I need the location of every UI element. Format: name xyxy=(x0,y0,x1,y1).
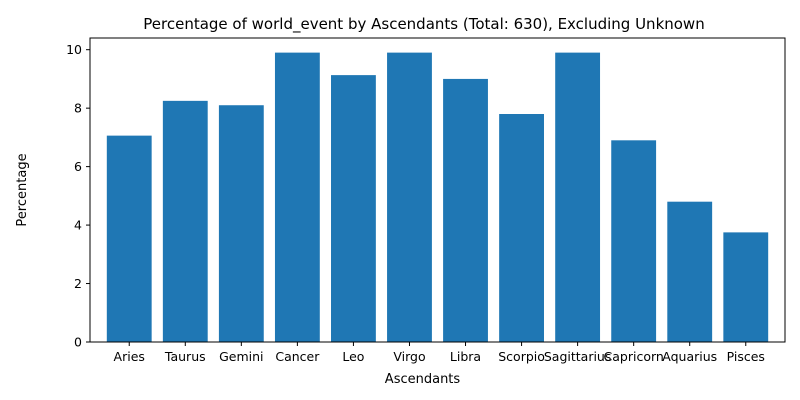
bar-pisces xyxy=(723,232,769,342)
y-axis: 0 2 4 6 8 10 xyxy=(66,42,90,350)
x-tick-label: Aries xyxy=(114,349,145,364)
y-tick-label: 6 xyxy=(74,159,82,174)
plot-frame xyxy=(89,37,786,343)
y-axis-label: Percentage xyxy=(15,153,30,226)
x-tick-label: Capricorn xyxy=(604,349,664,364)
x-tick-label: Libra xyxy=(450,349,481,364)
bar-virgo xyxy=(387,52,432,343)
x-tick-label: Leo xyxy=(342,349,364,364)
bar-aries xyxy=(106,135,152,342)
y-tick-label: 2 xyxy=(74,276,82,291)
bar-leo xyxy=(331,75,376,343)
x-axis: Aries Taurus Gemini Cancer Leo Virgo Libra Scor… xyxy=(114,342,765,364)
bar-taurus xyxy=(162,100,208,342)
bar-scorpio xyxy=(499,114,544,342)
y-tick-label: 4 xyxy=(74,218,82,233)
x-tick-label: Cancer xyxy=(275,349,320,364)
x-tick-label: Aquarius xyxy=(662,349,717,364)
bars-group xyxy=(106,52,769,343)
x-tick-label: Virgo xyxy=(393,349,425,364)
bar-capricorn xyxy=(611,140,657,342)
x-tick-label: Pisces xyxy=(727,349,765,364)
x-tick-label: Gemini xyxy=(219,349,263,364)
bar-cancer xyxy=(274,52,320,343)
chart-title: Percentage of world_event by Ascendants … xyxy=(143,15,704,34)
y-tick-label: 8 xyxy=(74,101,82,116)
x-axis-label: Ascendants xyxy=(385,372,461,387)
bar-gemini xyxy=(218,105,264,342)
y-tick-label: 0 xyxy=(74,335,82,350)
bar-aquarius xyxy=(667,201,713,342)
x-tick-label: Scorpio xyxy=(498,349,545,364)
bar-libra xyxy=(443,78,488,343)
bar-sagittarius xyxy=(555,52,601,343)
x-tick-label: Sagittarius xyxy=(544,349,612,364)
y-tick-label: 10 xyxy=(66,42,82,57)
x-tick-label: Taurus xyxy=(164,349,206,364)
